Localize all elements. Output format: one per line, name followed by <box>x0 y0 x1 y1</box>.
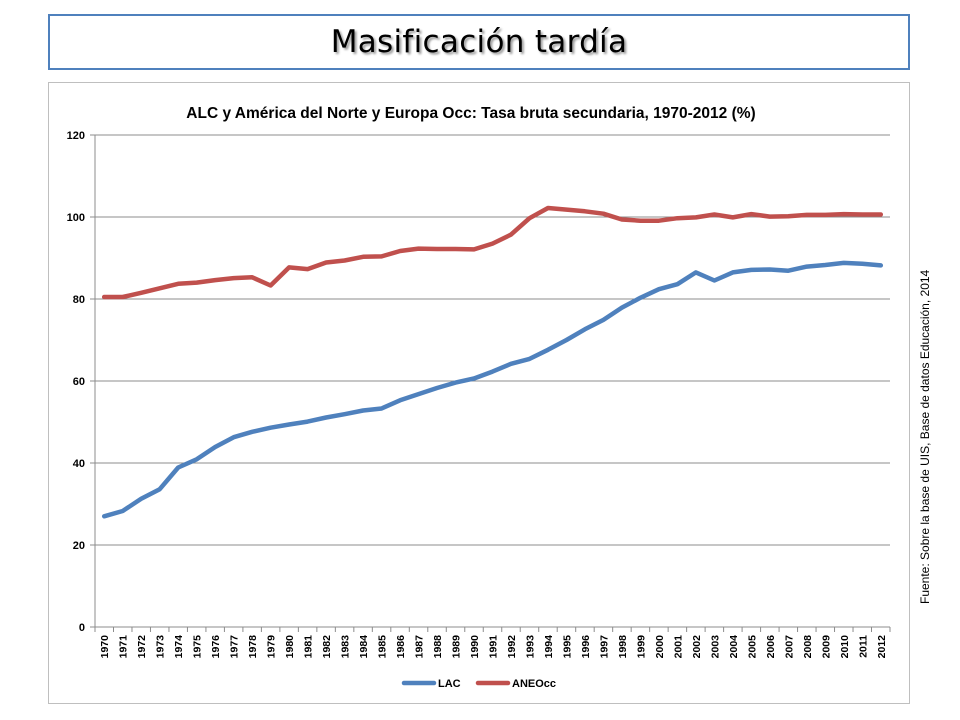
gridlines <box>95 134 890 546</box>
y-tick-label: 0 <box>79 622 85 634</box>
x-tick-label: 1979 <box>266 635 278 659</box>
source-note: Fuente: Sobre la base de UIS, Base de da… <box>918 269 932 604</box>
x-tick-label: 1996 <box>580 635 592 659</box>
x-tick-label: 1973 <box>155 635 167 659</box>
x-tick-label: 2003 <box>709 635 721 659</box>
x-tick-label: 1982 <box>321 635 333 659</box>
x-tick-label: 1990 <box>469 635 481 659</box>
x-tick-label: 1983 <box>340 635 352 659</box>
series-lines <box>101 205 884 519</box>
x-tick-label: 2007 <box>783 635 795 659</box>
x-tick-label: 1974 <box>173 635 185 659</box>
x-tick-label: 1977 <box>229 635 241 659</box>
y-tick-label: 40 <box>73 458 85 470</box>
x-tick-label: 2002 <box>691 635 703 659</box>
y-tick-label: 120 <box>67 130 85 142</box>
x-tick-label: 1976 <box>210 635 222 659</box>
x-tick-label: 1989 <box>451 635 463 659</box>
x-tick-label: 1994 <box>543 635 555 659</box>
x-tick-label: 1992 <box>506 635 518 659</box>
x-tick-label: 2000 <box>654 635 666 659</box>
axes: 0 20 40 60 80 100 120 1970 1971 1972 1973 1974 1975 1… <box>67 130 891 659</box>
x-tick-label: 1987 <box>414 635 426 659</box>
x-tick-label: 1970 <box>99 635 111 659</box>
slide-title: Masificación tardía <box>330 24 628 60</box>
chart-frame <box>48 82 910 704</box>
x-tick-label: 2010 <box>839 635 851 659</box>
legend-label: ANEOcc <box>512 678 556 690</box>
line-chart: ALC y América del Norte y Europa Occ: Ta… <box>67 105 891 690</box>
series-line-lac <box>101 260 884 519</box>
x-tick-label: 2005 <box>746 635 758 659</box>
y-tick-label: 60 <box>73 376 85 388</box>
y-tick-label: 100 <box>67 212 85 224</box>
x-tick-label: 1971 <box>118 635 130 659</box>
legend: LAC ANEOcc <box>401 678 556 690</box>
x-tick-label: 1975 <box>192 635 204 659</box>
x-tick-label: 2009 <box>820 635 832 659</box>
x-tick-label: 1978 <box>247 635 259 659</box>
x-tick-label: 1986 <box>395 635 407 659</box>
y-tick-label: 20 <box>73 540 85 552</box>
x-tick-label: 2001 <box>672 635 684 659</box>
slide-title-box: Masificación tardía <box>48 14 910 70</box>
x-tick-label: 2012 <box>876 635 888 659</box>
x-tick-label: 1988 <box>432 635 444 659</box>
x-tick-label: 1984 <box>358 635 370 659</box>
x-tick-label: 1993 <box>524 635 536 659</box>
x-tick-label: 1972 <box>136 635 148 659</box>
x-tick-label: 2004 <box>728 635 740 659</box>
legend-label: LAC <box>438 678 461 690</box>
x-tick-label: 1981 <box>303 635 315 659</box>
x-tick-label: 1980 <box>284 635 296 659</box>
x-tick-label: 1999 <box>635 635 647 659</box>
x-tick-label: 1995 <box>561 635 573 659</box>
y-tick-label: 80 <box>73 294 85 306</box>
chart-title: ALC y América del Norte y Europa Occ: Ta… <box>186 105 755 122</box>
x-tick-label: 1998 <box>617 635 629 659</box>
x-tick-label: 1985 <box>377 635 389 659</box>
x-tick-label: 1997 <box>598 635 610 659</box>
series-line-aneocc <box>101 205 884 300</box>
x-tick-label: 2011 <box>857 635 869 658</box>
x-tick-label: 2008 <box>802 635 814 659</box>
x-tick-label: 1991 <box>488 635 500 659</box>
x-tick-label: 2006 <box>765 635 777 659</box>
